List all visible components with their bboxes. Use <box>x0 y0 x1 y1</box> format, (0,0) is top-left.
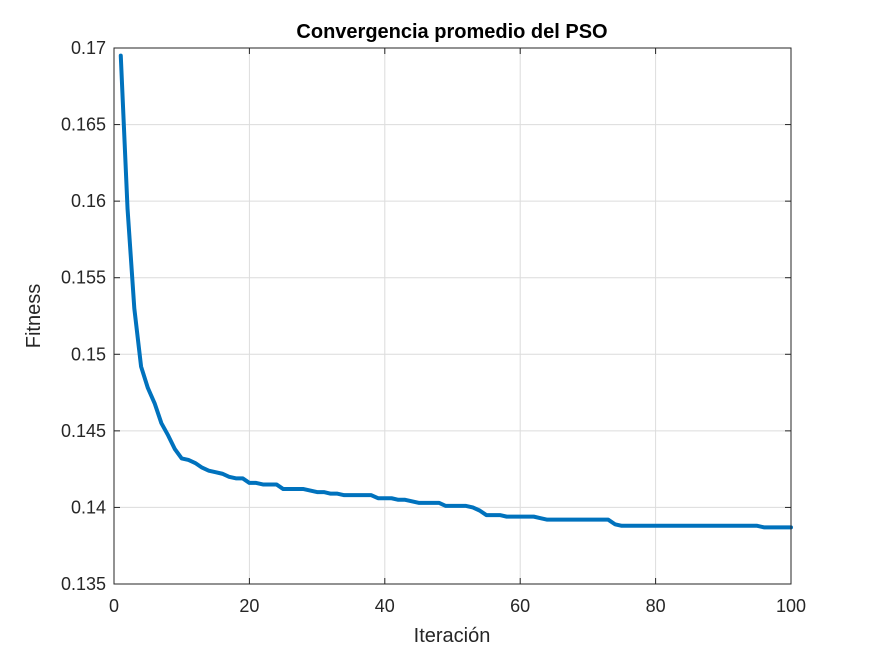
y-tick-label: 0.155 <box>61 268 106 288</box>
x-axis-label: Iteración <box>414 625 491 647</box>
plot-area-border <box>113 47 792 585</box>
y-tick-label: 0.145 <box>61 421 106 441</box>
y-tick-label: 0.15 <box>71 344 106 364</box>
y-tick-label: 0.14 <box>71 497 106 517</box>
series-line <box>118 53 793 530</box>
y-tick-label: 0.165 <box>61 115 106 135</box>
x-tick-label: 80 <box>646 596 666 616</box>
y-tick-labels: 0.135 0.14 0.145 0.15 0.155 0.16 0.165 0.17 <box>61 38 106 594</box>
chart-title: Convergencia promedio del PSO <box>296 21 607 43</box>
x-tick-label: 0 <box>109 596 119 616</box>
x-tick-label: 100 <box>776 596 806 616</box>
x-tick-labels: 0 20 40 60 80 100 <box>109 596 806 616</box>
y-tick-label: 0.16 <box>71 191 106 211</box>
x-tick-label: 40 <box>375 596 395 616</box>
x-tick-label: 20 <box>239 596 259 616</box>
y-axis-label: Fitness <box>23 284 45 348</box>
tick-marks <box>113 47 792 585</box>
series-layer <box>118 53 793 530</box>
y-tick-label: 0.135 <box>61 574 106 594</box>
y-tick-label: 0.17 <box>71 38 106 58</box>
x-tick-label: 60 <box>510 596 530 616</box>
plot-area-background <box>114 48 791 584</box>
